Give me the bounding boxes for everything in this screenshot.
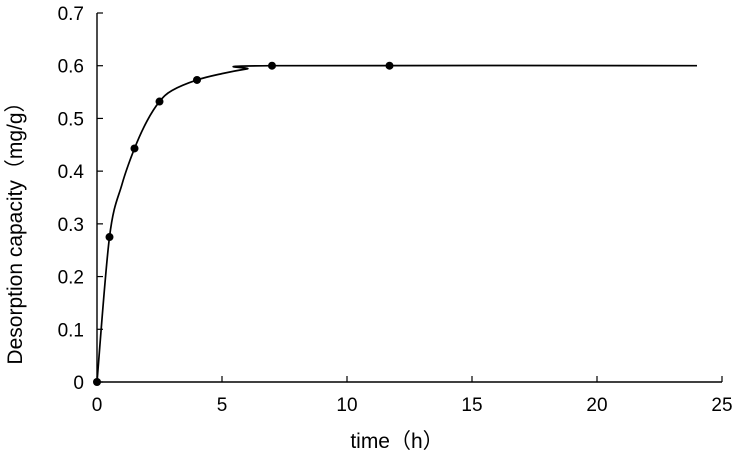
y-tick-label: 0.7: [58, 4, 84, 25]
data-point-marker: [193, 75, 201, 84]
x-tick-label: 25: [711, 395, 732, 416]
y-tick-label: 0: [73, 373, 84, 394]
y-tick-label: 0.4: [58, 162, 85, 183]
x-tick-label: 0: [92, 395, 103, 416]
series-line: [96, 64, 698, 383]
y-ticks: 0 0.1 0.2 0.3 0.4 0.5 0.6 0.7: [58, 4, 103, 394]
x-axis-title: time（h）: [350, 430, 443, 453]
y-tick-label: 0.1: [58, 320, 84, 341]
data-point-marker: [130, 144, 139, 153]
x-tick-label: 10: [336, 395, 357, 416]
axes: [96, 13, 722, 383]
y-tick-label: 0.3: [58, 215, 84, 236]
x-ticks: 0 5 10 15 20 25: [92, 376, 733, 416]
x-tick-label: 5: [217, 395, 228, 416]
y-tick-label: 0.6: [58, 57, 84, 78]
data-point-marker: [385, 61, 394, 70]
x-tick-label: 15: [461, 395, 482, 416]
y-axis-title: Desorption capacity（mg/g）: [4, 91, 27, 364]
data-point-marker: [105, 233, 114, 242]
y-tick-label: 0.2: [58, 268, 84, 289]
y-tick-label: 0.5: [58, 109, 84, 130]
data-point-marker: [93, 378, 101, 386]
data-series: [93, 61, 698, 386]
x-tick-label: 20: [586, 395, 607, 416]
data-point-marker: [268, 61, 276, 70]
data-point-marker: [155, 97, 164, 106]
